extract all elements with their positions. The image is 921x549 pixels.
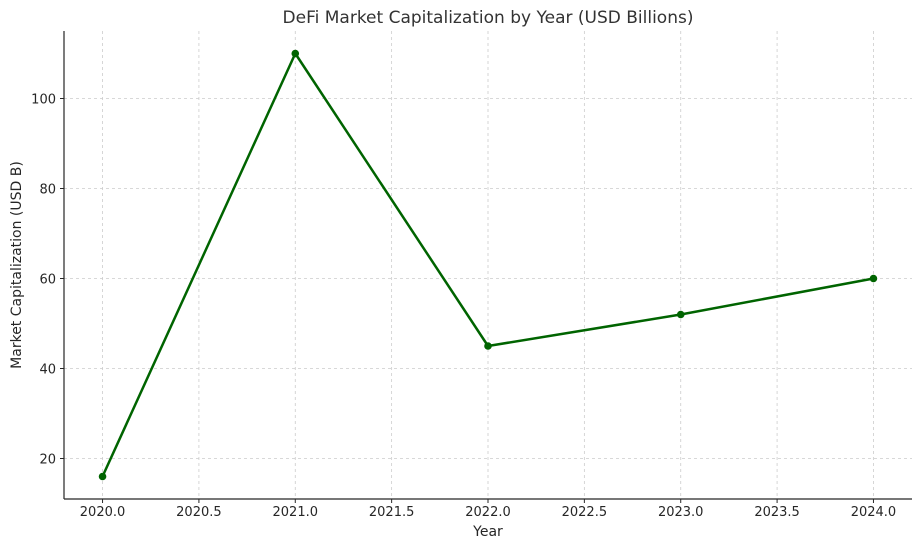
series (98, 49, 878, 481)
x-axis-label: Year (472, 524, 503, 540)
x-tick-label: 2020.0 (80, 505, 126, 520)
y-tick-label: 100 (31, 93, 56, 108)
data-point (869, 274, 878, 283)
chart-title: DeFi Market Capitalization by Year (USD … (283, 8, 694, 28)
x-tick-label: 2020.5 (176, 505, 222, 520)
x-tick-label: 2023.5 (754, 505, 800, 520)
x-tick-label: 2021.0 (273, 505, 319, 520)
y-axis-label: Market Capitalization (USD B) (9, 161, 25, 369)
data-point (676, 310, 685, 319)
x-tick-label: 2021.5 (369, 505, 415, 520)
grid (64, 31, 912, 499)
x-tick-label: 2023.0 (658, 505, 704, 520)
axes: 2020.0 2020.5 2021.0 2021.5 2022.0 2022.5 2023… (31, 31, 912, 520)
y-tick-label: 60 (39, 273, 56, 288)
y-tick-label: 80 (39, 183, 56, 198)
x-tick-label: 2022.5 (562, 505, 608, 520)
data-point (291, 49, 300, 58)
y-tick-label: 40 (39, 363, 56, 378)
x-tick-label: 2024.0 (851, 505, 897, 520)
data-point (98, 472, 107, 481)
data-point (484, 342, 492, 350)
y-tick-label: 20 (39, 453, 56, 468)
x-tick-label: 2022.0 (465, 505, 511, 520)
